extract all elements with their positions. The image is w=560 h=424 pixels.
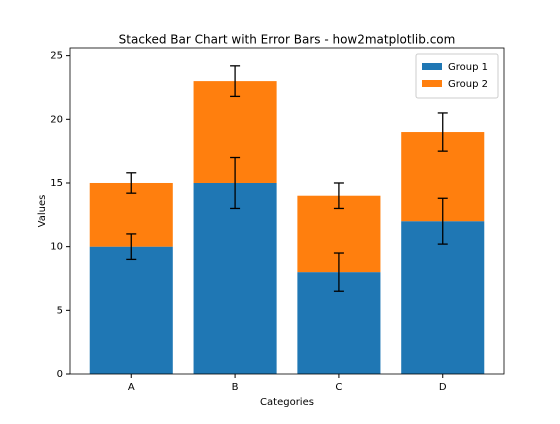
legend-swatch [422,63,442,70]
error-bar [333,182,344,210]
y-axis-label: Values [37,195,48,228]
error-bar [333,252,344,292]
error-bar [437,112,448,152]
y-tick-label: 15 [50,178,63,189]
y-tick-label: 25 [50,51,63,62]
legend-swatch [422,80,442,87]
bar [89,246,173,374]
bar [193,182,277,374]
error-bar [126,172,137,194]
x-tick-label: D [439,382,447,393]
legend-box [415,53,499,99]
bar [401,221,485,374]
legend-label: Group 2 [448,79,488,90]
error-bar [230,156,241,210]
y-tick-label: 0 [57,369,63,380]
y-tick-label: 5 [57,305,63,316]
plot-frame [69,47,505,375]
legend-label: Group 1 [448,62,488,73]
error-bar [437,197,448,245]
x-axis-label: Categories [260,397,314,408]
x-tick-label: C [335,382,342,393]
chart-title: Stacked Bar Chart with Error Bars - how2… [119,33,456,47]
y-tick-label: 20 [50,114,63,125]
x-tick-label: B [232,382,239,393]
x-tick-label: A [128,382,135,393]
y-tick-label: 10 [50,242,63,253]
error-bar [230,65,241,98]
error-bar [126,233,137,261]
